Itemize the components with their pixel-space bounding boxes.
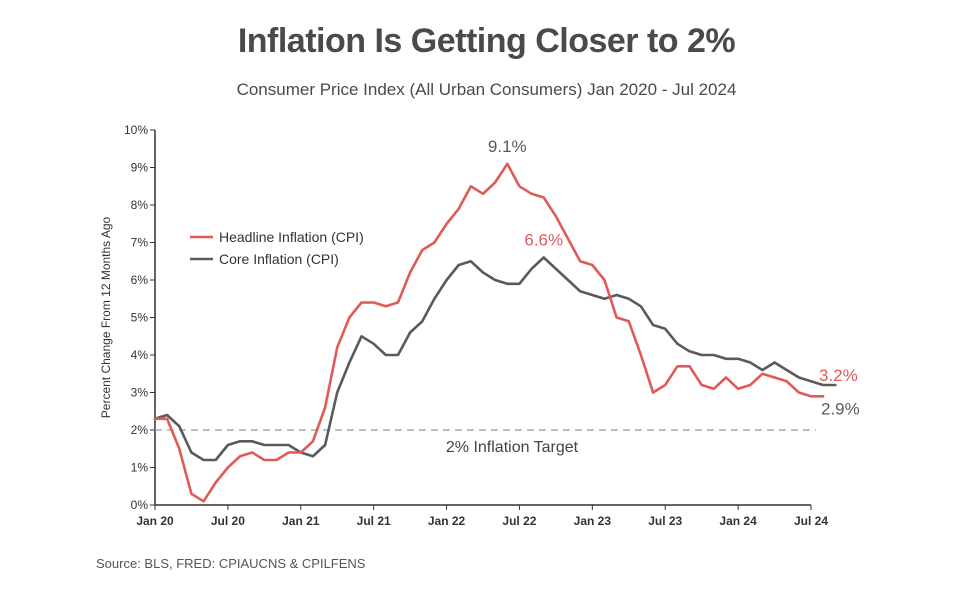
y-tick-label: 8% <box>131 198 149 212</box>
y-tick-label: 1% <box>131 461 149 475</box>
y-tick-label: 5% <box>131 311 149 325</box>
legend: Headline Inflation (CPI) Core Inflation (… <box>190 229 364 267</box>
y-tick-label: 7% <box>131 236 149 250</box>
core-line <box>153 256 837 462</box>
y-tick-label: 0% <box>131 498 149 512</box>
x-tick-label: Jul 22 <box>502 514 536 528</box>
peak-headline-label: 6.6% <box>524 231 563 250</box>
y-axis-label: Percent Change From 12 Months Ago <box>99 216 113 418</box>
x-tick-label: Jan 23 <box>574 514 612 528</box>
chart-title: Inflation Is Getting Closer to 2% <box>237 22 736 60</box>
annotations: 9.1% 6.6% 3.2% 2.9% <box>488 137 860 419</box>
target-label: 2% Inflation Target <box>446 439 579 456</box>
peak-core-label: 9.1% <box>488 137 527 156</box>
y-tick-label: 4% <box>131 348 149 362</box>
chart-subtitle: Consumer Price Index (All Urban Consumer… <box>236 80 737 99</box>
y-tick-label: 3% <box>131 386 149 400</box>
legend-headline-label: Headline Inflation (CPI) <box>219 229 364 245</box>
x-tick-label: Jul 20 <box>211 514 245 528</box>
x-tick-label: Jan 22 <box>428 514 466 528</box>
x-tick-label: Jan 21 <box>282 514 320 528</box>
y-tick-label: 2% <box>131 423 149 437</box>
x-tick-label: Jul 24 <box>794 514 828 528</box>
y-tick-label: 10% <box>124 123 148 137</box>
y-tick-label: 9% <box>131 161 149 175</box>
series-lines <box>153 162 837 503</box>
latest-headline-label: 3.2% <box>819 366 858 385</box>
axes: 0% 1% 2% 3% 4% 5% 6% 7% 8% 9% 10% Jan 20 Jul 20 Jan 2… <box>99 123 828 528</box>
source-note: Source: BLS, FRED: CPIAUCNS & CPILFENS <box>96 556 366 571</box>
x-tick-label: Jan 20 <box>136 514 174 528</box>
headline-line <box>153 162 825 503</box>
x-tick-label: Jan 24 <box>719 514 757 528</box>
latest-core-label: 2.9% <box>821 399 860 418</box>
legend-core-label: Core Inflation (CPI) <box>219 251 339 267</box>
x-tick-label: Jul 21 <box>357 514 391 528</box>
target-line-group: 2% Inflation Target <box>155 429 816 456</box>
y-tick-label: 6% <box>131 273 149 287</box>
x-tick-label: Jul 23 <box>648 514 682 528</box>
